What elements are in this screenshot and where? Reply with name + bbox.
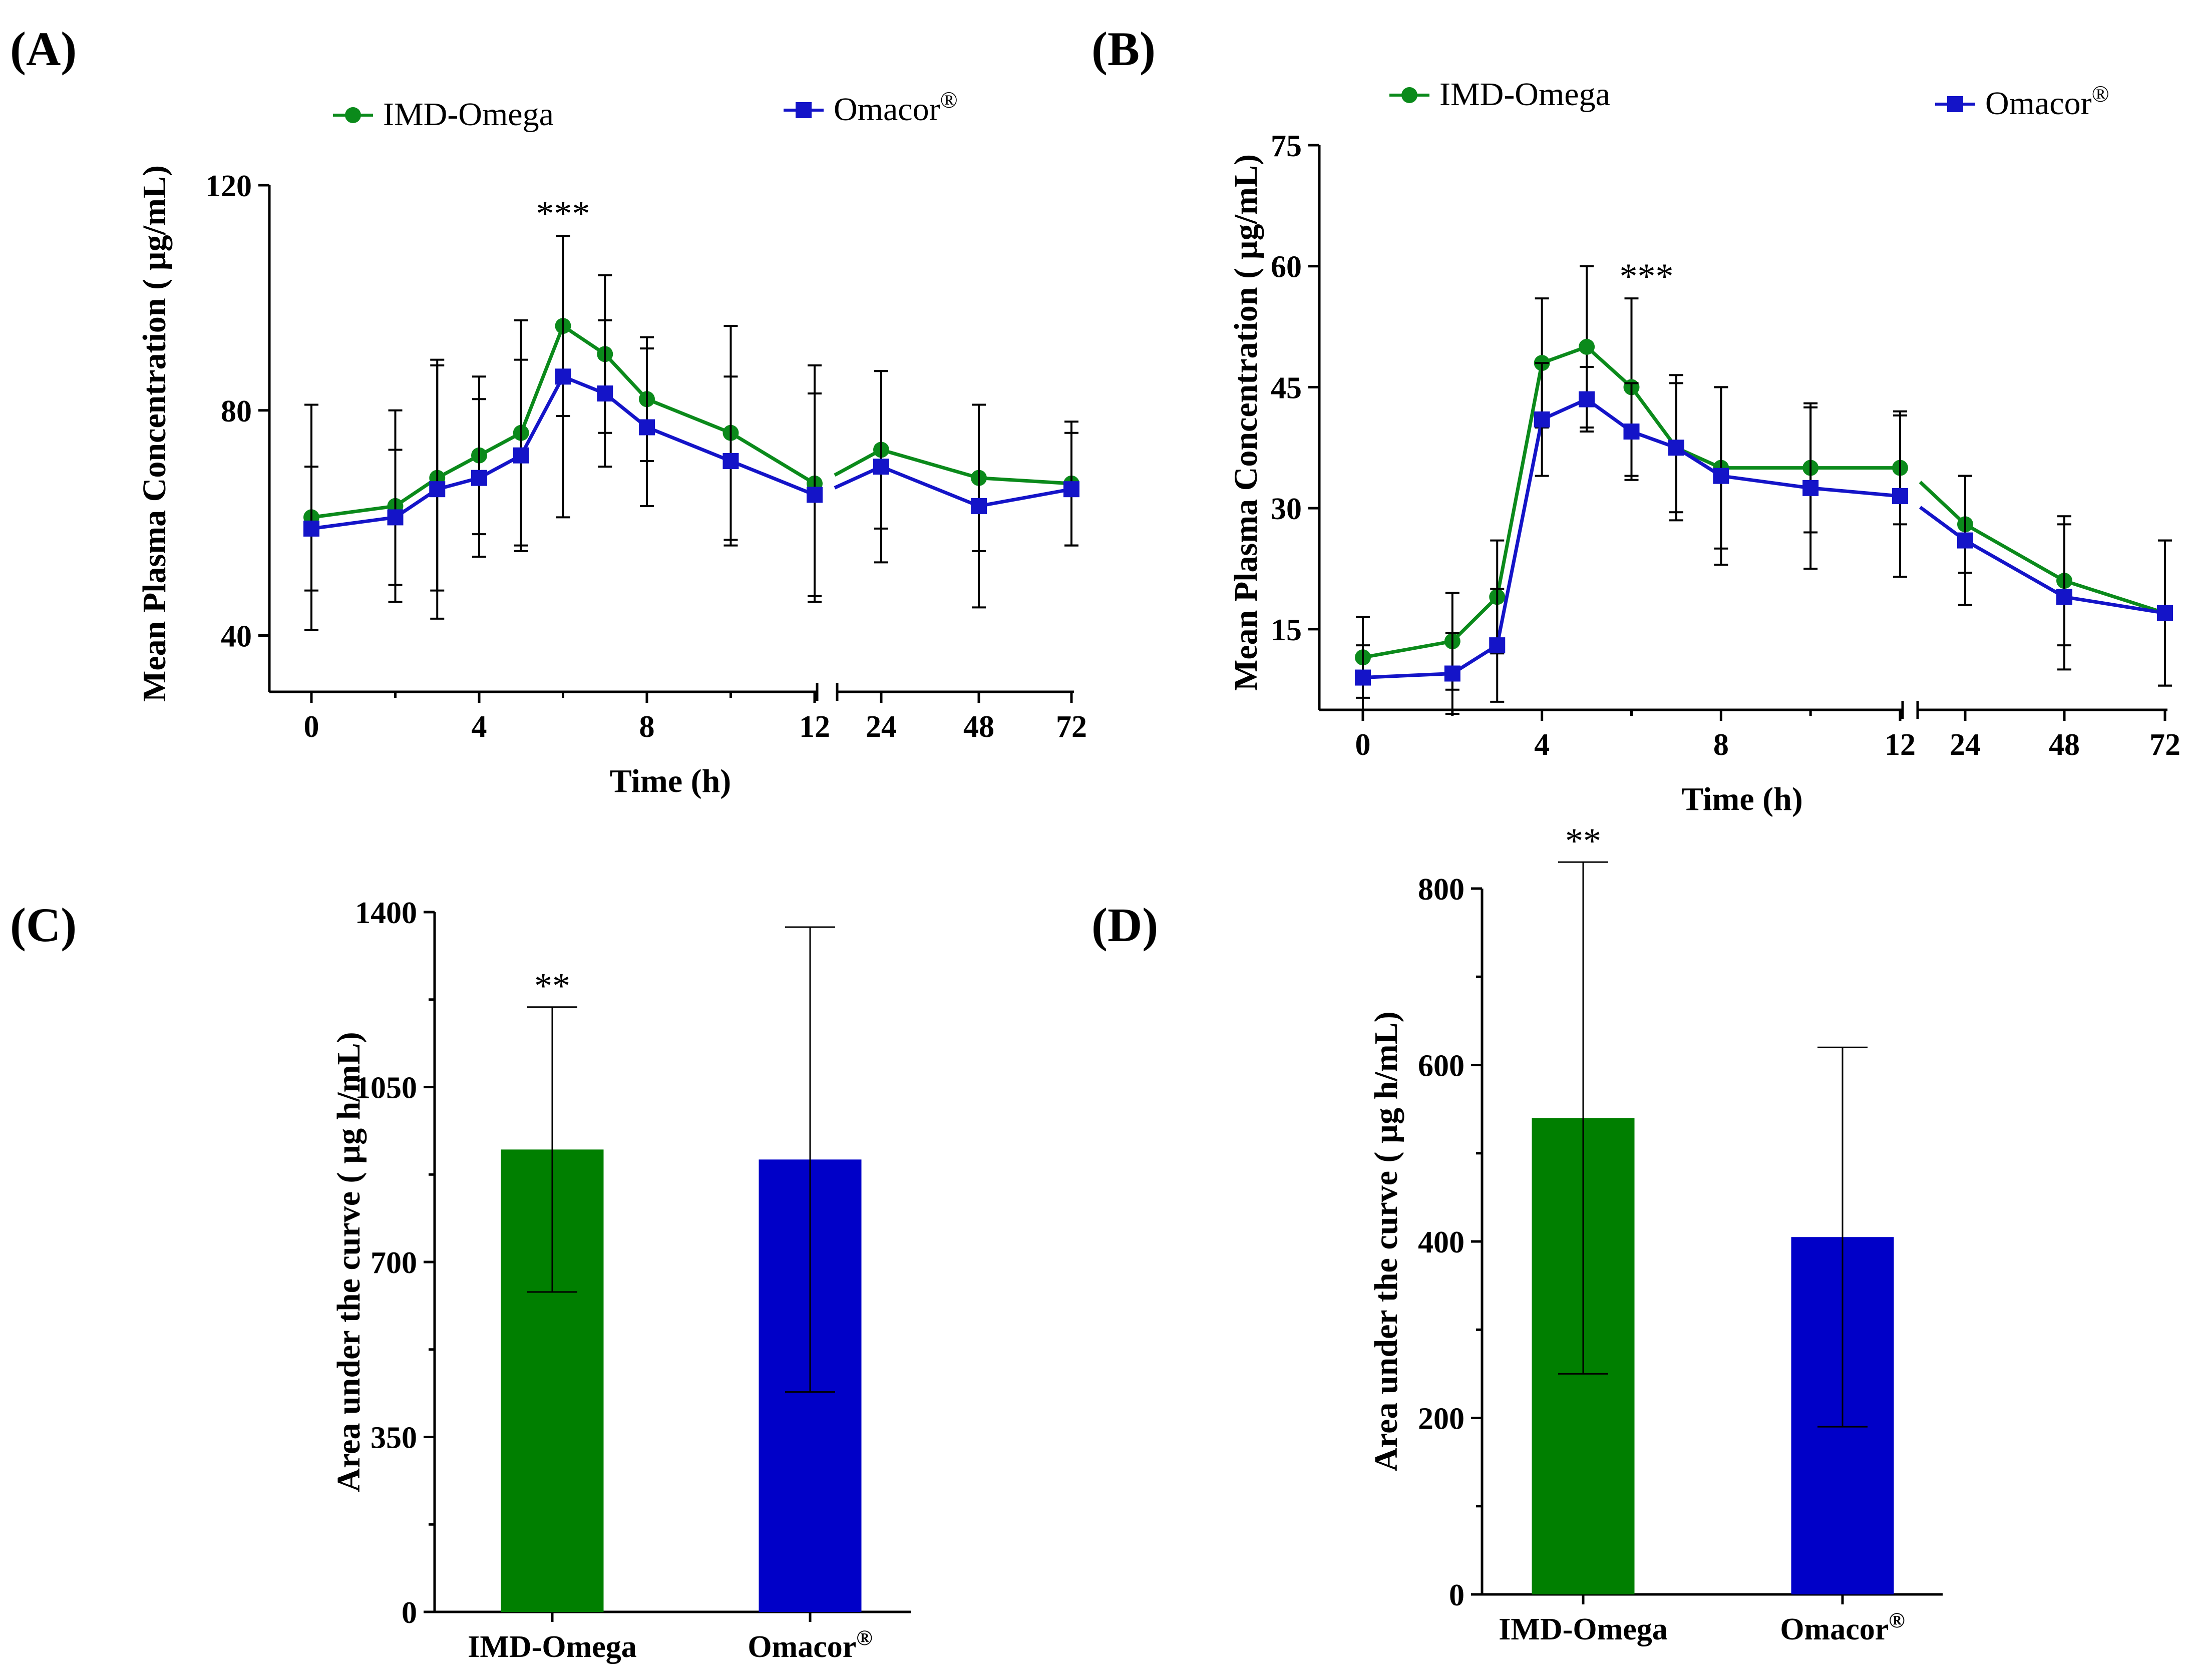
data-point-square [471,470,487,486]
data-point-square [1444,665,1460,682]
data-point-square [1957,532,1973,549]
data-point-square [303,520,319,537]
series-line-bridge [1919,481,1967,526]
data-point-square [555,368,571,385]
data-point-square [1489,637,1506,654]
y-axis-title: Area under the curve ( µg h/mL) [1368,1011,1404,1471]
x-tick-label: 24 [866,710,897,744]
y-tick-label: 80 [221,394,252,429]
series-line-omacor [1362,397,1901,680]
panel-label: (D) [1091,898,1158,952]
bar-panel-3: (D) 0 200 400 600 800 Area under the curve ( µ… [1091,821,1943,1646]
data-point-square [597,385,613,402]
data-point-square [1892,488,1908,504]
data-point-square [873,459,889,475]
series-line-imd-omega [1362,344,1900,659]
y-tick-label: 30 [1271,492,1302,526]
y-tick-label: 0 [402,1596,417,1630]
x-tick-label: 72 [2149,728,2180,762]
x-tick-label: 24 [1950,728,1981,762]
x-tick-label: 0 [1355,728,1371,762]
bar-panel-2: (C) 0 350 700 1050 1400 Area under the curve (… [10,896,911,1664]
x-tick-label: IMD-Omega [468,1630,636,1664]
x-tick-label: 8 [639,710,655,744]
x-tick-label: 48 [2049,728,2080,762]
y-axis-title: Area under the curve ( µg h/mL) [330,1032,367,1492]
x-tick-label: IMD-Omega [1499,1612,1667,1646]
x-axis-title: Time (h) [610,763,731,799]
y-tick-label: 0 [1449,1578,1465,1612]
panel-label: (A) [10,22,77,76]
panel-label: (B) [1091,22,1156,76]
data-point-square [513,447,529,464]
data-point-square [1534,411,1550,428]
panel-label: (C) [10,898,77,952]
legend-label-imd-omega: IMD-Omega [383,96,554,133]
data-point-square [1623,424,1640,440]
x-tick-label: 48 [963,710,994,744]
data-point-square [2056,589,2072,605]
significance-marker: *** [536,194,590,234]
legend-marker-square [796,102,812,118]
data-point-square [1802,480,1819,496]
data-point-square [971,498,987,514]
y-tick-label: 40 [221,620,252,654]
legend-label-imd-omega: IMD-Omega [1439,76,1610,113]
y-tick-label: 350 [371,1421,417,1455]
data-point-square [1579,391,1595,407]
data-point-square [1355,669,1371,686]
y-tick-label: 1050 [355,1071,417,1105]
data-point-square [429,481,446,498]
x-axis-title: Time (h) [1681,781,1803,817]
x-tick-label: 4 [1534,728,1550,762]
y-tick-label: 700 [371,1246,417,1280]
data-point-circle [1579,338,1595,355]
legend: IMD-Omega Omacor® [1389,76,2109,122]
data-point-square [807,487,823,503]
data-point-square [1713,468,1729,484]
significance-marker: ** [534,966,570,1006]
y-tick-label: 800 [1418,873,1465,907]
legend-marker-circle [345,107,361,123]
legend: IMD-Omega Omacor® [333,87,958,133]
y-tick-label: 400 [1418,1225,1465,1259]
data-point-square [2157,605,2173,621]
x-tick-label: 0 [304,710,319,744]
y-tick-label: 600 [1418,1049,1465,1083]
series-line-imd-omega [311,323,816,519]
series-line-bridge [834,448,882,477]
y-tick-label: 60 [1271,250,1302,284]
y-tick-label: 200 [1418,1402,1465,1436]
x-tick-label: 8 [1713,728,1729,762]
significance-marker: ** [1565,821,1601,861]
y-tick-label: 15 [1271,613,1302,647]
data-point-square [1668,440,1684,456]
x-tick-label: 72 [1056,710,1087,744]
x-tick-label: 4 [472,710,487,744]
data-point-square [639,419,655,436]
legend-label-omacor: Omacor® [834,87,958,128]
x-tick-label: Omacor® [748,1626,872,1664]
legend-marker-circle [1401,87,1417,103]
legend-label-omacor: Omacor® [1985,81,2109,122]
y-tick-label: 1400 [355,896,417,930]
y-axis-title: Mean Plasma Concentration ( µg/mL) [1228,154,1264,691]
data-point-square [1063,481,1079,498]
data-point-square [387,509,404,526]
data-point-square [722,453,739,469]
y-tick-label: 45 [1271,371,1302,405]
y-tick-label: 120 [205,169,252,203]
x-tick-label: 12 [799,710,830,744]
series-line-omacor [311,374,816,531]
significance-marker: *** [1620,256,1674,296]
y-axis-title: Mean Plasma Concentration ( µg/mL) [136,165,173,702]
x-tick-label: Omacor® [1780,1608,1905,1646]
y-tick-label: 75 [1271,129,1302,163]
legend-marker-square [1947,96,1963,112]
x-tick-label: 12 [1885,728,1916,762]
